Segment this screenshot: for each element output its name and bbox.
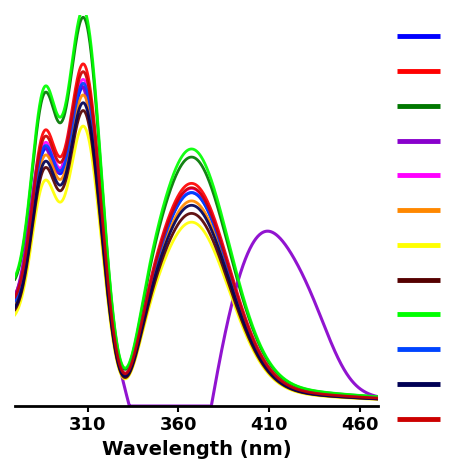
X-axis label: Wavelength (nm): Wavelength (nm)	[102, 440, 292, 459]
